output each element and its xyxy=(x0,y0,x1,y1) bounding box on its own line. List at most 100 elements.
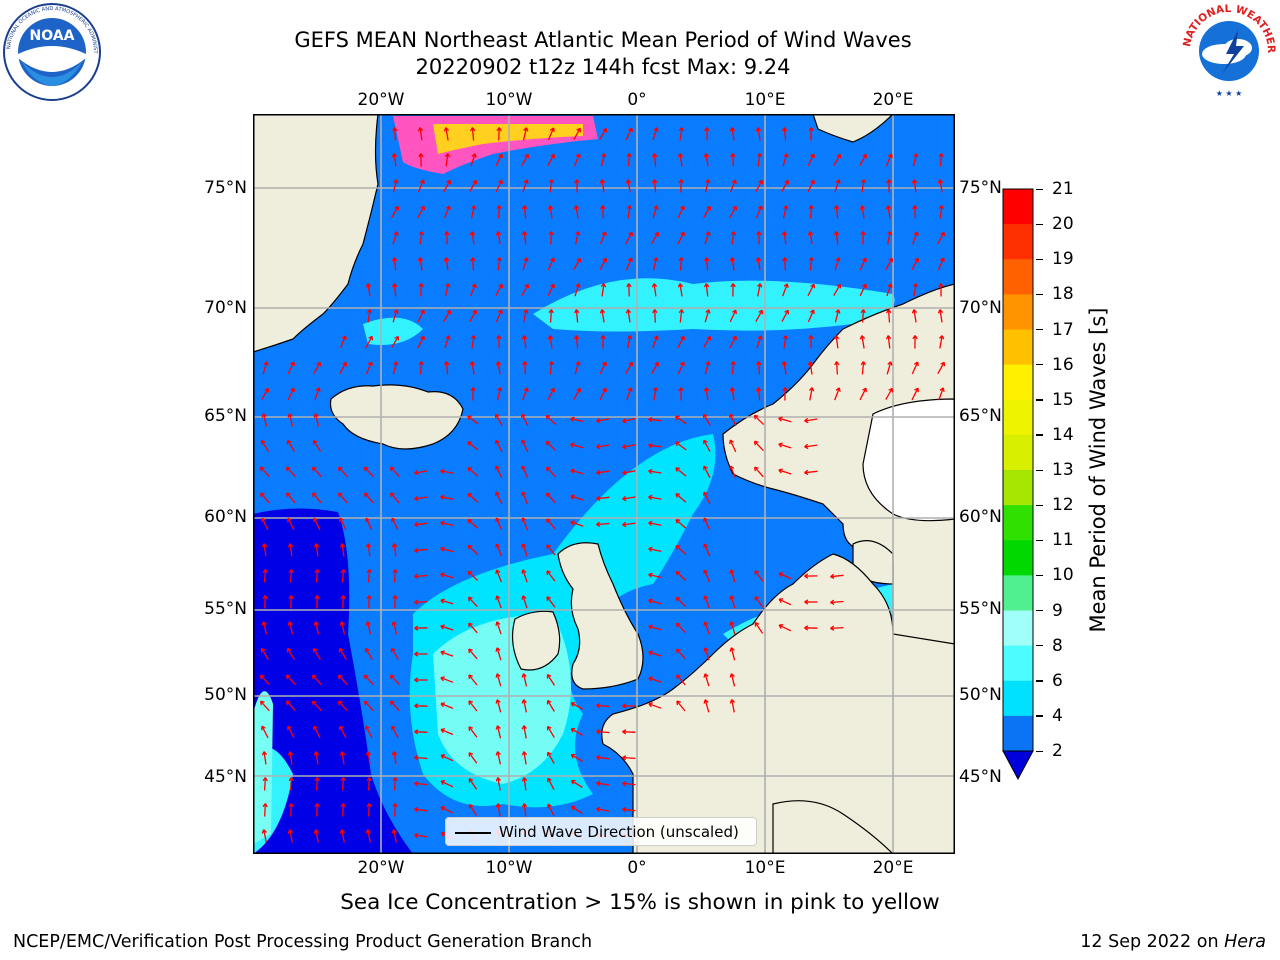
wind-arrow-head xyxy=(311,674,317,680)
wind-arrow-head xyxy=(391,829,397,834)
wind-arrow-head xyxy=(678,179,684,184)
wind-arrow-head xyxy=(260,439,266,445)
wind-arrow xyxy=(778,469,792,475)
wind-arrow xyxy=(653,283,657,297)
wind-arrow xyxy=(575,309,579,323)
wind-arrow xyxy=(574,231,580,245)
wind-arrow-head xyxy=(366,569,372,574)
wind-arrow-head xyxy=(830,625,835,631)
svg-text:★ ★ ★: ★ ★ ★ xyxy=(1216,89,1243,98)
wind-arrow-head xyxy=(675,519,681,524)
wind-arrow xyxy=(938,387,944,401)
wind-arrow-head xyxy=(262,777,268,782)
wind-arrow xyxy=(651,361,659,375)
wind-arrow xyxy=(367,283,371,297)
wind-arrow xyxy=(601,179,605,193)
wind-arrow xyxy=(677,335,685,349)
wind-arrow-head xyxy=(729,699,735,704)
lat-label-left: 60°N xyxy=(204,507,247,527)
lat-label-right: 60°N xyxy=(959,507,1002,527)
wind-arrow-head xyxy=(286,439,292,445)
wind-arrow xyxy=(885,153,893,167)
wind-arrow-head xyxy=(753,440,759,446)
colorbar-tick-label: 20 xyxy=(1052,214,1074,235)
wind-arrow xyxy=(313,725,321,739)
wind-arrow-head xyxy=(497,387,503,392)
wind-arrow xyxy=(390,700,400,712)
wind-arrow xyxy=(731,127,735,141)
wind-arrow xyxy=(703,336,711,348)
wind-arrow-head xyxy=(472,179,478,185)
footer-date: 12 Sep 2022 on xyxy=(1080,932,1219,952)
wind-arrow-head xyxy=(914,387,919,393)
wind-arrow-head xyxy=(494,413,500,419)
wind-arrow xyxy=(393,543,397,557)
colorbar-extend-triangle xyxy=(1002,750,1034,781)
wind-arrow-head xyxy=(287,543,294,548)
lat-label-left: 45°N xyxy=(204,767,247,787)
wind-arrow xyxy=(522,595,528,609)
wind-arrow xyxy=(571,780,583,788)
wind-arrow xyxy=(913,283,917,297)
wind-arrow-head xyxy=(648,546,653,552)
wind-arrow-head xyxy=(414,599,419,605)
wind-arrow-head xyxy=(778,442,783,448)
wind-arrow xyxy=(648,625,662,631)
wind-arrow xyxy=(522,673,528,687)
wind-arrow-head xyxy=(259,674,265,680)
wind-arrow xyxy=(341,829,345,843)
wind-arrow-head xyxy=(521,725,527,730)
wind-arrow-head xyxy=(261,517,266,523)
wind-arrow-head xyxy=(391,257,398,262)
wind-arrow xyxy=(313,362,321,374)
wind-arrow-head xyxy=(290,361,295,367)
wind-arrow xyxy=(622,782,636,786)
wind-arrow xyxy=(467,570,479,582)
wind-arrow-head xyxy=(678,387,684,392)
wind-arrow xyxy=(830,574,844,578)
wind-arrow xyxy=(625,361,633,375)
wind-arrow xyxy=(315,751,319,765)
wind-arrow-head xyxy=(444,231,450,236)
wind-arrow-head xyxy=(940,361,946,367)
wind-arrow-head xyxy=(445,335,451,340)
wind-arrow-head xyxy=(364,647,370,653)
wind-arrow xyxy=(287,648,295,660)
wind-arrow xyxy=(599,361,607,375)
wind-arrow-head xyxy=(625,179,632,184)
wind-arrow-head xyxy=(314,777,320,782)
wind-arrow-head xyxy=(729,387,736,392)
wind-arrow-head xyxy=(570,494,575,500)
wind-arrow xyxy=(729,335,737,349)
wind-arrow-head xyxy=(467,596,473,602)
wind-arrow xyxy=(573,127,581,141)
wind-arrow xyxy=(469,180,477,192)
wind-arrow xyxy=(414,600,428,604)
wind-arrow xyxy=(521,465,529,479)
colorbar-tick-mark xyxy=(1036,610,1043,612)
wind-arrow-head xyxy=(417,257,424,262)
wind-arrow xyxy=(887,231,891,245)
colorbar-segment xyxy=(1003,364,1033,401)
wind-arrow-head xyxy=(498,153,503,159)
wind-arrow xyxy=(622,496,636,500)
wind-arrow-head xyxy=(622,470,627,476)
wind-arrow-head xyxy=(470,257,476,262)
wind-arrow xyxy=(546,466,556,478)
wind-arrow-head xyxy=(753,414,759,420)
colorbar-tick-label: 4 xyxy=(1052,705,1063,726)
wind-arrow-head xyxy=(653,257,659,262)
wind-arrow-head xyxy=(675,544,681,550)
colorbar-tick-mark xyxy=(1036,715,1043,717)
wind-arrow-head xyxy=(675,493,681,498)
wind-arrow-head xyxy=(783,283,789,289)
wind-arrow-head xyxy=(862,283,867,289)
wind-arrow xyxy=(261,388,269,400)
colorbar-tick-mark xyxy=(1036,188,1043,190)
wind-arrow-head xyxy=(414,729,419,735)
wind-arrow xyxy=(391,336,399,348)
wind-arrow xyxy=(652,335,658,349)
wind-arrow xyxy=(497,257,501,271)
wind-arrow-head xyxy=(392,777,398,782)
wind-arrow xyxy=(263,777,267,791)
